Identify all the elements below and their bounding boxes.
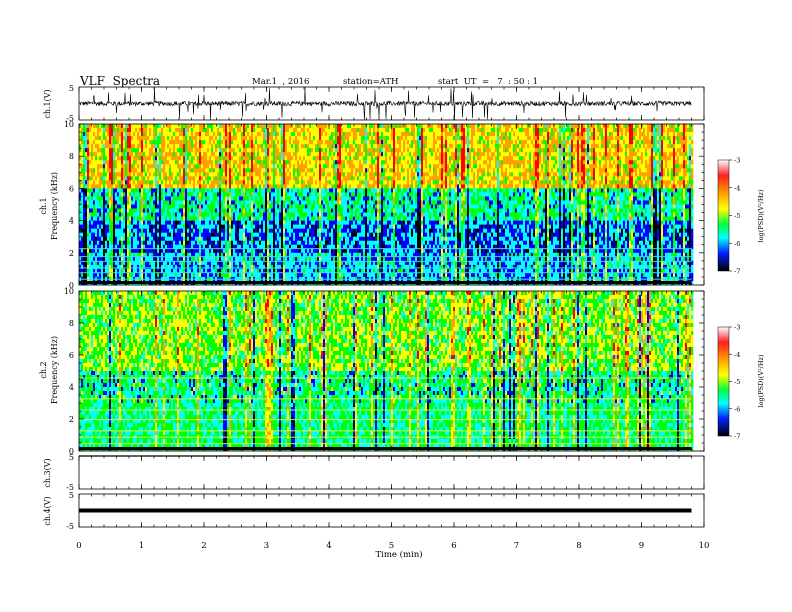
x-axis-label: Time (min) — [375, 549, 422, 560]
colorbar-tick-label: -3 — [734, 157, 740, 165]
ch4-ytick-top: 5 — [69, 491, 74, 500]
x-tick-label: 1 — [139, 541, 144, 551]
vlf-figure: ch.1(V) ch.1 Frequency (kHz) ch.2 Freque… — [0, 0, 792, 612]
frequency-tick-label: 2 — [69, 249, 74, 258]
x-tick-label: 0 — [76, 541, 81, 551]
x-tick-label: 2 — [201, 541, 206, 551]
colorbar-tick-label: -6 — [734, 405, 740, 413]
colorbar-tick-label: -7 — [734, 268, 740, 276]
frequency-tick-label: 10 — [64, 120, 74, 129]
ch1-trace — [79, 87, 692, 120]
frequency-tick-label: 8 — [69, 152, 74, 161]
frequency-tick-label: 2 — [69, 415, 74, 424]
frequency-tick-label: 10 — [64, 287, 74, 296]
ch4-ylabel: ch.4(V) — [43, 496, 52, 525]
x-tick-label: 9 — [639, 541, 644, 551]
frequency-tick-label: 6 — [69, 184, 74, 193]
ch1-ytick-top: 5 — [69, 84, 74, 93]
x-tick-label: 6 — [451, 541, 456, 551]
colorbar-tick-label: -6 — [734, 240, 740, 248]
ch2-spectrogram-panel — [79, 291, 704, 451]
ch1-spec-ylabel-a: ch.1 — [39, 197, 48, 214]
frequency-tick-label: 4 — [69, 217, 74, 226]
frequency-tick-label: 4 — [69, 383, 74, 392]
ch2-frequency-ticks: 0 2 4 6 8 10 — [64, 287, 74, 456]
ch2-colorbar-label: log(PSD)(V²/Hz) — [757, 354, 765, 407]
ch2-spec-ylabel-a: ch.2 — [39, 361, 48, 378]
ch1-spectrogram-panel — [79, 124, 704, 285]
ch2-spec-ylabel-b: Frequency (kHz) — [50, 336, 59, 404]
ch1-colorbar: -3 -4 -5 -6 -7 log(PSD)(V²/Hz) — [718, 157, 765, 276]
ch1-spec-ylabel-b: Frequency (kHz) — [50, 172, 59, 240]
ch1-ylabel: ch.1(V) — [43, 89, 52, 118]
frequency-tick-label: 0 — [69, 447, 74, 456]
ch4-ytick-bottom: -5 — [66, 522, 74, 531]
colorbar-tick-label: -7 — [734, 433, 740, 441]
x-tick-label: 10 — [699, 541, 710, 551]
ch2-colorbar: -3 -4 -5 -6 -7 log(PSD)(V²/Hz) — [718, 324, 765, 441]
colorbar-tick-label: -5 — [734, 378, 740, 386]
colorbar-tick-label: -4 — [734, 184, 740, 192]
colorbar-tick-label: -3 — [734, 324, 740, 332]
x-tick-label: 4 — [326, 541, 331, 551]
colorbar-tick-label: -4 — [734, 351, 740, 359]
x-tick-label: 3 — [264, 541, 269, 551]
frequency-tick-label: 8 — [69, 319, 74, 328]
ch3-ylabel: ch.3(V) — [43, 458, 52, 487]
colorbar-tick-label: -5 — [734, 212, 740, 220]
frequency-tick-label: 6 — [69, 351, 74, 360]
x-tick-label: 8 — [576, 541, 581, 551]
ch1-colorbar-label: log(PSD)(V²/Hz) — [757, 189, 765, 242]
x-tick-label: 7 — [514, 541, 519, 551]
